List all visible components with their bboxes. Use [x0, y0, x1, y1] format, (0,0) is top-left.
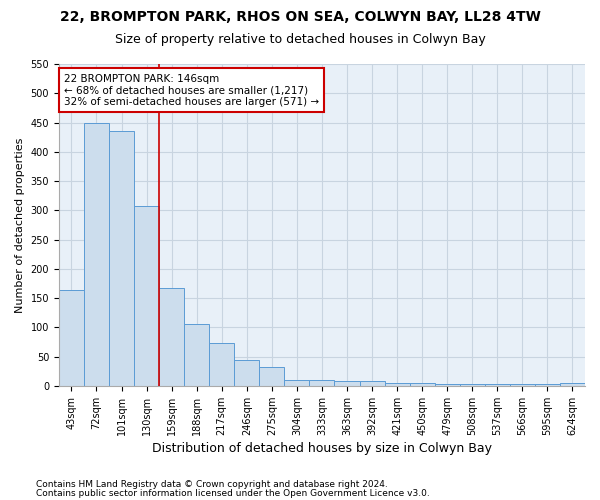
Bar	[284, 380, 310, 386]
Bar	[535, 384, 560, 386]
Bar	[159, 288, 184, 386]
Bar	[434, 384, 460, 386]
Bar	[485, 384, 510, 386]
Text: 22 BROMPTON PARK: 146sqm
← 68% of detached houses are smaller (1,217)
32% of sem: 22 BROMPTON PARK: 146sqm ← 68% of detach…	[64, 74, 319, 107]
Text: Size of property relative to detached houses in Colwyn Bay: Size of property relative to detached ho…	[115, 32, 485, 46]
Bar	[410, 383, 434, 386]
Text: 22, BROMPTON PARK, RHOS ON SEA, COLWYN BAY, LL28 4TW: 22, BROMPTON PARK, RHOS ON SEA, COLWYN B…	[59, 10, 541, 24]
Bar	[84, 122, 109, 386]
Bar	[510, 384, 535, 386]
Bar	[209, 342, 234, 386]
Bar	[460, 384, 485, 386]
Text: Contains HM Land Registry data © Crown copyright and database right 2024.: Contains HM Land Registry data © Crown c…	[36, 480, 388, 489]
Bar	[334, 381, 359, 386]
Bar	[359, 381, 385, 386]
Bar	[385, 383, 410, 386]
Text: Contains public sector information licensed under the Open Government Licence v3: Contains public sector information licen…	[36, 488, 430, 498]
Bar	[134, 206, 159, 386]
Bar	[109, 132, 134, 386]
Y-axis label: Number of detached properties: Number of detached properties	[15, 137, 25, 312]
Bar	[59, 290, 84, 386]
Bar	[234, 360, 259, 386]
X-axis label: Distribution of detached houses by size in Colwyn Bay: Distribution of detached houses by size …	[152, 442, 492, 455]
Bar	[259, 367, 284, 386]
Bar	[560, 383, 585, 386]
Bar	[310, 380, 334, 386]
Bar	[184, 324, 209, 386]
